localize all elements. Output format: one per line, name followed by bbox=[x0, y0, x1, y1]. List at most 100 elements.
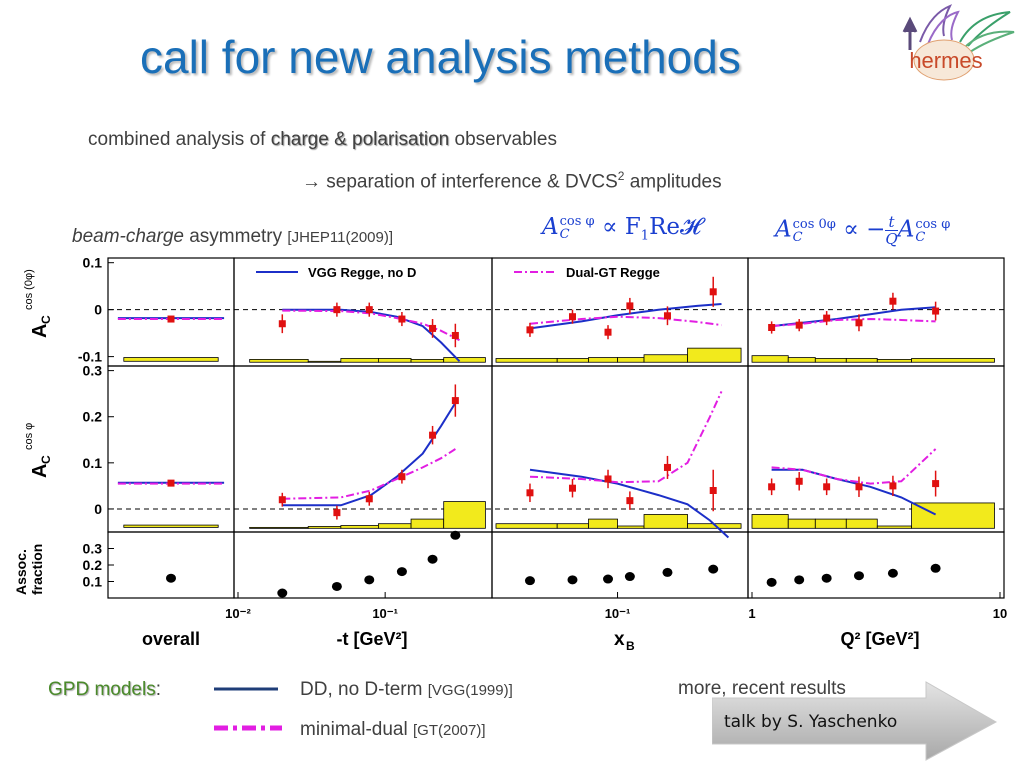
eq2-sub2: C bbox=[915, 229, 926, 245]
eq2-frac-den: Q bbox=[885, 230, 898, 248]
data-point-r1-c2 bbox=[568, 484, 576, 492]
xlabel-c2-sub: B bbox=[626, 639, 635, 653]
data-point-r0-c1 bbox=[398, 315, 406, 323]
eq1-sup: cos φ bbox=[559, 214, 595, 229]
data-point-r1-c2 bbox=[526, 489, 534, 497]
fraction-point-c3 bbox=[930, 563, 941, 573]
vgg-curve-r1-c3 bbox=[771, 468, 937, 516]
panel-frame-r2-c3 bbox=[747, 531, 1005, 599]
fraction-point-c3 bbox=[821, 573, 832, 583]
data-point-r1-c3 bbox=[795, 477, 803, 485]
syst-band-r1-c2-3 bbox=[617, 525, 645, 529]
syst-band-r0-c1-2 bbox=[340, 358, 379, 363]
syst-band-r1-c2-1 bbox=[556, 523, 589, 529]
eq2-A2: A bbox=[897, 216, 915, 243]
ylabel-row2-line2: fraction bbox=[29, 544, 45, 595]
data-point-r0-c2 bbox=[626, 302, 634, 310]
syst-band-r0-c1-1 bbox=[307, 360, 342, 363]
data-point-r1-c3 bbox=[932, 480, 940, 488]
syst-band-r1-c3-1 bbox=[787, 518, 816, 529]
gpd-label: GPD models bbox=[48, 679, 156, 700]
data-point-r1-c3 bbox=[823, 483, 831, 491]
syst-band-r0-c2-3 bbox=[617, 357, 645, 363]
ylabel-row0-sup: cos (0φ) bbox=[23, 269, 35, 310]
syst-band-r1-c2-0 bbox=[495, 523, 558, 529]
line1-highlight: charge & polarisation bbox=[270, 129, 450, 150]
line1-suffix: observables bbox=[449, 129, 557, 150]
gpd-models-label: GPD models: bbox=[48, 679, 161, 701]
panel-legend-label-2: Dual-GT Regge bbox=[566, 265, 660, 280]
data-point-r0-c3 bbox=[823, 314, 831, 322]
data-point-r0-c0 bbox=[167, 315, 175, 323]
syst-band-r0-c3-1 bbox=[787, 357, 816, 363]
talk-label[interactable]: talk by S. Yaschenko bbox=[724, 712, 898, 732]
syst-band-r0-c2-0 bbox=[495, 358, 558, 363]
y-tick-label-r2: 0.2 bbox=[83, 557, 103, 573]
data-point-r1-c3 bbox=[889, 482, 897, 490]
fraction-point-c3 bbox=[887, 568, 898, 578]
panel-frame-r1-c0 bbox=[107, 365, 235, 533]
md-text: minimal-dual bbox=[300, 719, 413, 740]
ylabel-row1-sub: C bbox=[39, 455, 53, 464]
x-tick-label-c1: 10⁻² bbox=[225, 606, 251, 621]
dual-curve-r0-c1 bbox=[282, 309, 460, 342]
data-point-r1-c3 bbox=[768, 483, 776, 491]
dual-curve-r1-c2 bbox=[529, 390, 723, 484]
syst-band-r0-c1-4 bbox=[410, 359, 445, 363]
x-tick-label-c2: 10⁻¹ bbox=[605, 606, 631, 621]
syst-band-r0-c3-3 bbox=[845, 358, 878, 363]
asym-italic: beam-charge bbox=[72, 226, 184, 247]
y-tick-label-r2: 0.3 bbox=[83, 541, 103, 557]
panel-frame-r2-c0 bbox=[107, 531, 235, 599]
syst-band-r1-c3-3 bbox=[845, 518, 878, 529]
data-point-r0-c1 bbox=[429, 324, 437, 332]
data-point-r1-c2 bbox=[709, 487, 717, 494]
eq2-rest: ∝ − bbox=[843, 216, 886, 243]
syst-band-r1-c3-2 bbox=[814, 518, 847, 529]
dd-legend-text: DD, no D-term [VGG(1999)] bbox=[300, 679, 513, 701]
fraction-point-c2 bbox=[524, 576, 535, 586]
subtitle-line-2: → separation of interference & DVCS2 amp… bbox=[302, 169, 722, 193]
data-point-r0-c2 bbox=[526, 326, 534, 334]
syst-band-r1-c3-4 bbox=[876, 525, 912, 529]
fraction-point-c1 bbox=[364, 575, 375, 585]
fraction-point-c2 bbox=[708, 564, 719, 574]
xlabel-c0: overall bbox=[142, 629, 200, 649]
data-point-r0-c3 bbox=[932, 307, 940, 315]
ylabel-row1-sup: cos φ bbox=[23, 423, 35, 450]
dual-curve-r1-c1 bbox=[282, 448, 456, 500]
data-point-r1-c2 bbox=[663, 463, 671, 471]
fraction-point-c2 bbox=[662, 567, 673, 577]
asym-text: asymmetry bbox=[183, 226, 288, 247]
syst-band-r1-c3-5 bbox=[911, 502, 995, 529]
y-tick-label-r1: 0.3 bbox=[83, 363, 103, 379]
arrow-right-icon: → bbox=[302, 171, 321, 193]
syst-band-r0-c3-2 bbox=[814, 358, 847, 363]
syst-band-r0-c1-0 bbox=[249, 359, 309, 363]
panel-frame-r2-c1 bbox=[233, 531, 493, 599]
eq2-A: A bbox=[775, 216, 792, 243]
syst-band-r0-c3-0 bbox=[751, 355, 789, 363]
syst-band-r0-c3-5 bbox=[911, 358, 995, 363]
talk-arrow[interactable] bbox=[712, 680, 1002, 762]
syst-band-r0-c2-4 bbox=[643, 354, 688, 363]
line1-prefix: combined analysis of bbox=[88, 129, 271, 150]
gpd-colon: : bbox=[155, 679, 161, 700]
md-ref: [GT(2007)] bbox=[412, 722, 486, 739]
vgg-curve-r0-c1 bbox=[282, 308, 461, 362]
syst-band-r1-c1-5 bbox=[443, 501, 486, 529]
syst-band-r1-c1-2 bbox=[340, 525, 379, 529]
data-point-r1-c3 bbox=[855, 483, 863, 491]
asym-ref: [JHEP11(2009)] bbox=[287, 229, 394, 246]
data-point-r0-c2 bbox=[568, 313, 576, 321]
ylabel-row0-A: A bbox=[29, 324, 51, 338]
syst-band-r1-c1-4 bbox=[410, 518, 445, 529]
fraction-point-c3 bbox=[766, 577, 777, 587]
xlabel-c1: -t [GeV²] bbox=[337, 629, 408, 649]
eq2-sup2: cos φ bbox=[915, 216, 951, 232]
fraction-point-c2 bbox=[567, 575, 578, 585]
dd-ref: [VGG(1999)] bbox=[427, 682, 513, 699]
fraction-point-c1 bbox=[450, 530, 461, 540]
